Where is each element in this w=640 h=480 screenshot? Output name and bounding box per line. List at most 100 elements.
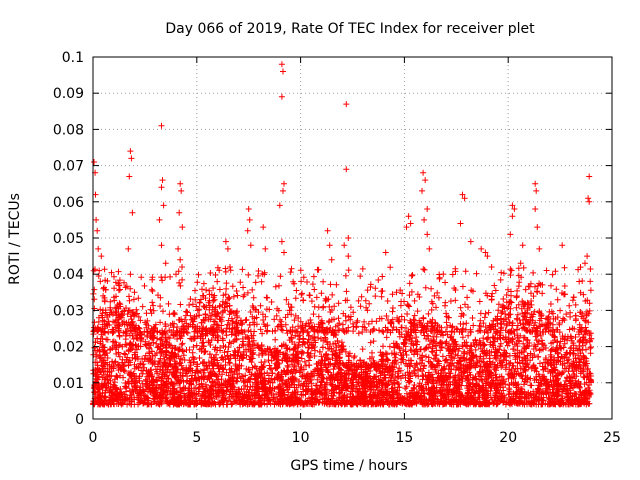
chart-title: Day 066 of 2019, Rate Of TEC Index for r… xyxy=(165,21,535,37)
data-point xyxy=(382,365,389,372)
data-point xyxy=(116,332,123,339)
data-point xyxy=(236,344,243,351)
data-point xyxy=(330,392,337,399)
data-point xyxy=(514,359,521,366)
data-point xyxy=(499,377,506,384)
data-point xyxy=(202,381,209,388)
data-point xyxy=(514,343,521,350)
data-point xyxy=(213,393,220,400)
data-point xyxy=(448,353,455,360)
data-point xyxy=(370,338,377,345)
data-point xyxy=(121,350,128,357)
data-point xyxy=(192,395,199,402)
data-point xyxy=(406,369,413,376)
data-point xyxy=(347,391,354,398)
data-point xyxy=(567,313,574,320)
data-point xyxy=(114,322,121,329)
data-point xyxy=(524,307,531,313)
data-point xyxy=(505,371,512,378)
data-point xyxy=(570,401,577,408)
data-point xyxy=(245,335,252,342)
data-point xyxy=(410,316,417,323)
data-point xyxy=(190,344,197,350)
data-point xyxy=(313,387,319,394)
data-point xyxy=(242,372,249,379)
data-point xyxy=(260,383,267,390)
data-point xyxy=(571,361,577,368)
data-point xyxy=(221,349,228,356)
data-point xyxy=(311,353,318,359)
data-point xyxy=(96,352,103,359)
data-point xyxy=(544,379,550,386)
data-point xyxy=(500,296,507,302)
data-point xyxy=(362,389,369,395)
data-point xyxy=(367,339,374,346)
data-point xyxy=(429,316,436,323)
data-point xyxy=(464,390,471,397)
data-point xyxy=(229,386,236,393)
data-point xyxy=(450,362,457,369)
data-point xyxy=(530,391,537,398)
data-point xyxy=(250,337,257,344)
data-point xyxy=(580,373,587,380)
data-point xyxy=(495,301,502,308)
data-point xyxy=(567,333,574,340)
data-point xyxy=(437,339,444,346)
data-point xyxy=(232,332,239,339)
data-point xyxy=(320,337,327,344)
data-point xyxy=(304,279,310,285)
data-point xyxy=(283,345,290,352)
data-point xyxy=(484,364,491,371)
data-point xyxy=(538,394,545,401)
data-point xyxy=(322,360,329,367)
data-point xyxy=(335,370,342,376)
data-point xyxy=(475,342,482,349)
data-point xyxy=(239,391,246,398)
data-point xyxy=(203,385,210,391)
data-point xyxy=(478,376,485,383)
data-point xyxy=(221,304,228,311)
data-point xyxy=(155,361,162,368)
data-point xyxy=(412,362,419,369)
data-point xyxy=(586,332,593,339)
data-point xyxy=(436,323,443,330)
data-point xyxy=(498,310,505,317)
data-point xyxy=(492,349,499,356)
data-point xyxy=(477,317,484,324)
data-point xyxy=(116,353,123,360)
data-point xyxy=(181,357,188,363)
data-point xyxy=(111,382,118,389)
data-point xyxy=(216,286,223,293)
data-point xyxy=(511,341,518,348)
data-point xyxy=(422,372,429,378)
data-point xyxy=(175,366,182,373)
data-point xyxy=(208,337,215,343)
data-point xyxy=(547,351,554,358)
data-point xyxy=(234,364,241,371)
data-point xyxy=(382,366,389,373)
data-point xyxy=(141,364,148,371)
data-point xyxy=(572,355,579,362)
data-point xyxy=(391,380,397,387)
data-point xyxy=(521,345,528,352)
data-point xyxy=(273,356,280,363)
data-point xyxy=(514,311,521,318)
data-point xyxy=(459,376,466,382)
data-point xyxy=(242,382,249,389)
data-point xyxy=(190,358,197,365)
data-point xyxy=(99,362,105,369)
data-point xyxy=(462,342,469,349)
data-point xyxy=(545,360,552,367)
data-point xyxy=(564,337,571,344)
data-point xyxy=(395,381,402,387)
data-point xyxy=(559,370,565,377)
data-point xyxy=(291,317,298,324)
data-point xyxy=(459,343,466,350)
data-point xyxy=(99,390,106,397)
data-point xyxy=(323,399,330,406)
data-point xyxy=(156,401,163,408)
data-point xyxy=(503,399,510,406)
data-point xyxy=(442,374,449,381)
data-point xyxy=(513,304,520,311)
data-point xyxy=(540,346,546,353)
